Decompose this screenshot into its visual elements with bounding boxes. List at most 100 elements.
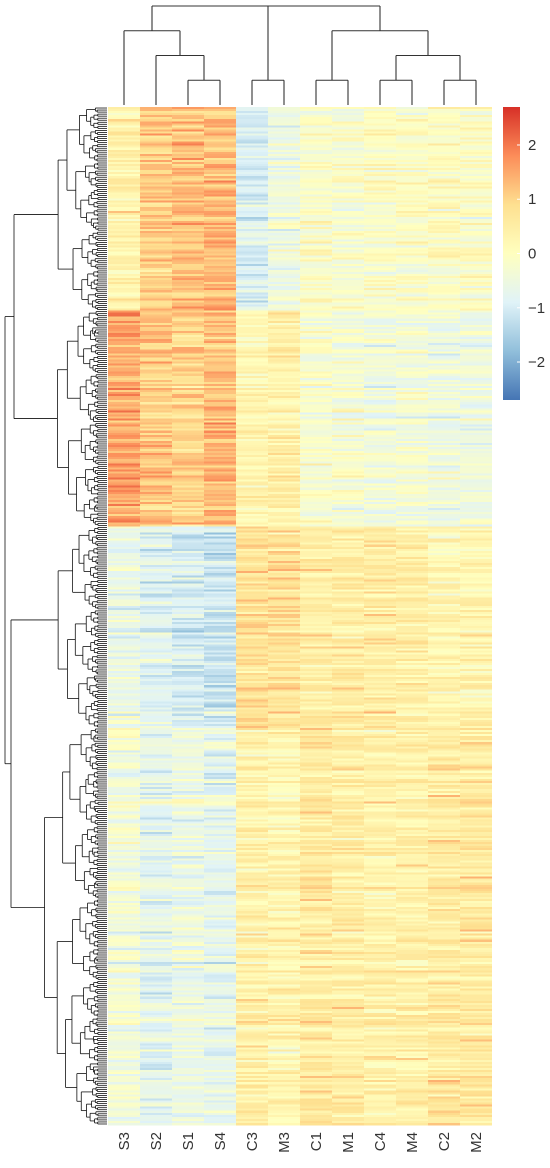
heatmap-cell: [204, 607, 236, 611]
heatmap-cell: [428, 801, 460, 804]
heatmap-cell: [268, 306, 300, 309]
heatmap-cell: [364, 626, 396, 629]
heatmap-cell: [396, 809, 428, 812]
heatmap-cell: [332, 495, 364, 499]
heatmap-cell: [428, 145, 460, 149]
heatmap-cell: [300, 844, 332, 847]
heatmap-cell: [460, 497, 492, 501]
heatmap-cell: [364, 479, 396, 482]
heatmap-cell: [236, 776, 268, 780]
heatmap-cell: [300, 609, 332, 613]
heatmap-cell: [332, 760, 364, 763]
heatmap-cell: [236, 793, 268, 796]
heatmap-cell: [108, 269, 140, 273]
heatmap-cell: [108, 133, 140, 136]
heatmap-cell: [460, 689, 492, 692]
heatmap-cell: [460, 302, 492, 305]
heatmap-cell: [300, 579, 332, 582]
heatmap-cell: [172, 151, 204, 155]
heatmap-cell: [140, 373, 172, 377]
heatmap-cell: [236, 166, 268, 169]
heatmap-cell: [300, 919, 332, 922]
heatmap-cell: [396, 591, 428, 594]
heatmap-cell: [460, 876, 492, 879]
heatmap-cell: [460, 442, 492, 446]
heatmap-cell: [268, 953, 300, 957]
heatmap-cell: [204, 760, 236, 763]
heatmap-cell: [140, 273, 172, 277]
heatmap-cell: [300, 656, 332, 660]
heatmap-cell: [140, 868, 172, 871]
heatmap-cell: [396, 381, 428, 385]
heatmap-cell: [140, 595, 172, 599]
heatmap-cell: [364, 595, 396, 599]
heatmap-cell: [172, 705, 204, 708]
heatmap-cell: [396, 613, 428, 617]
heatmap-cell: [108, 919, 140, 922]
heatmap-cell: [108, 540, 140, 544]
heatmap-cell: [300, 528, 332, 531]
heatmap-cell: [396, 778, 428, 782]
heatmap-cell: [108, 813, 140, 816]
heatmap-cell: [268, 709, 300, 713]
heatmap-cell: [236, 626, 268, 629]
heatmap-cell: [140, 188, 172, 191]
heatmap-cell: [236, 679, 268, 682]
heatmap-cell: [108, 473, 140, 476]
heatmap-cell: [332, 261, 364, 265]
heatmap-cell: [332, 758, 364, 761]
heatmap-cell: [140, 249, 172, 252]
heatmap-cell: [300, 648, 332, 651]
heatmap-cell: [428, 919, 460, 922]
heatmap-cell: [172, 345, 204, 348]
heatmap-cell: [300, 451, 332, 454]
heatmap-cell: [268, 534, 300, 537]
heatmap-cell: [268, 294, 300, 297]
heatmap-cell: [108, 575, 140, 578]
heatmap-cell: [108, 654, 140, 658]
heatmap-cell: [332, 901, 364, 904]
heatmap-cell: [396, 294, 428, 297]
heatmap-cell: [300, 540, 332, 544]
heatmap-cell: [332, 483, 364, 487]
heatmap-cell: [204, 345, 236, 348]
heatmap-cell: [172, 652, 204, 656]
heatmap-cell: [428, 406, 460, 409]
heatmap-cell: [268, 931, 300, 934]
heatmap-cell: [364, 247, 396, 250]
heatmap-cell: [396, 394, 428, 397]
heatmap-cell: [460, 361, 492, 364]
heatmap-cell: [268, 290, 300, 293]
heatmap-cell: [108, 121, 140, 124]
heatmap-cell: [428, 241, 460, 244]
heatmap-cell: [236, 184, 268, 187]
heatmap-cell: [428, 949, 460, 953]
heatmap-cell: [428, 324, 460, 328]
heatmap-cell: [268, 577, 300, 580]
heatmap-cell: [428, 713, 460, 717]
heatmap-cell: [428, 648, 460, 651]
heatmap-cell: [460, 750, 492, 753]
heatmap-cell: [172, 422, 204, 425]
heatmap-cell: [236, 630, 268, 633]
heatmap-cell: [428, 404, 460, 407]
heatmap-cell: [236, 787, 268, 790]
heatmap-cell: [236, 742, 268, 745]
heatmap-cell: [268, 689, 300, 692]
heatmap-cell: [172, 711, 204, 715]
heatmap-cell: [140, 813, 172, 816]
heatmap-cell: [300, 436, 332, 440]
heatmap-cell: [172, 618, 204, 621]
heatmap-cell: [172, 911, 204, 914]
heatmap-cell: [364, 440, 396, 444]
heatmap-cell: [300, 734, 332, 737]
heatmap-cell: [460, 210, 492, 214]
heatmap-cell: [236, 791, 268, 794]
heatmap-cell: [460, 343, 492, 346]
heatmap-cell: [300, 324, 332, 328]
heatmap-cell: [236, 149, 268, 153]
heatmap-cell: [428, 825, 460, 829]
heatmap-cell: [140, 210, 172, 214]
heatmap-cell: [236, 780, 268, 784]
heatmap-cell: [332, 147, 364, 151]
